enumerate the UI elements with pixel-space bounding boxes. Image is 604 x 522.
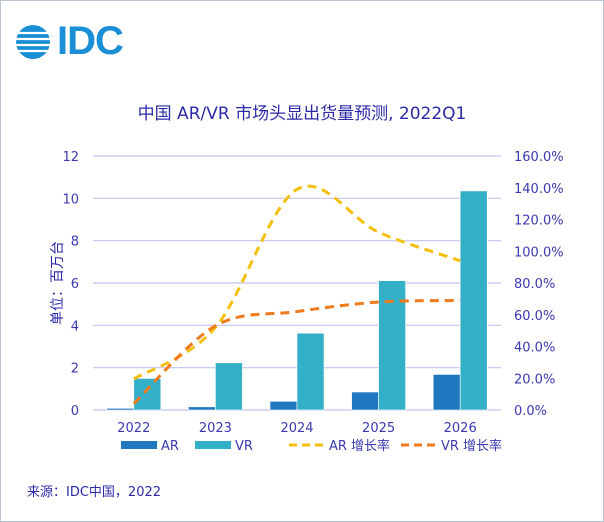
bar-ar (432, 374, 461, 411)
y2-tick-label: 160.0% (514, 150, 564, 165)
bar-ar (188, 406, 216, 411)
x-tick-label: 2024 (280, 421, 313, 436)
chart-svg: 0246810120.0%20.0%40.0%60.0%80.0%100.0%1… (62, 150, 564, 454)
x-tick-label: 2023 (199, 421, 232, 436)
y2-tick-label: 40.0% (514, 341, 555, 356)
idc-logo: IDC (15, 19, 124, 64)
y-tick-label: 6 (71, 277, 79, 292)
y-tick-label: 4 (71, 319, 79, 334)
bar-vr (459, 190, 488, 411)
bar-vr (133, 378, 162, 411)
chart-title: 中国 AR/VR 市场头显出货量预测, 2022Q1 (137, 104, 467, 124)
bar-ar (269, 401, 298, 411)
y2-tick-label: 0.0% (514, 404, 547, 419)
y-tick-label: 2 (71, 362, 79, 377)
line-ar-growth (132, 184, 461, 381)
legend-label: AR 增长率 (329, 438, 390, 454)
legend-label: VR 增长率 (441, 438, 502, 454)
legend-label: VR (235, 439, 253, 454)
line-vr-growth (132, 298, 461, 405)
y2-tick-label: 80.0% (514, 277, 555, 292)
bar-ar (351, 391, 379, 411)
bar-ar (106, 408, 135, 411)
legend-swatch (195, 441, 231, 449)
source-note: 来源：IDC中国，2022 (27, 485, 162, 500)
y2-tick-label: 120.0% (514, 214, 564, 229)
y2-tick-label: 60.0% (514, 309, 555, 324)
globe-icon (15, 24, 51, 59)
x-tick-label: 2025 (362, 421, 395, 436)
logo-text: IDC (57, 19, 124, 63)
x-tick-label: 2022 (117, 421, 150, 436)
y-tick-label: 0 (71, 404, 79, 419)
y2-tick-label: 140.0% (514, 182, 564, 197)
y2-tick-label: 20.0% (514, 372, 555, 387)
legend-label: AR (161, 439, 179, 454)
y-tick-label: 8 (71, 235, 79, 250)
x-tick-label: 2026 (444, 421, 477, 436)
bar-vr (296, 332, 325, 411)
legend-swatch (121, 441, 157, 449)
y2-tick-label: 100.0% (514, 245, 564, 260)
bar-vr (215, 362, 243, 411)
y-tick-label: 12 (62, 150, 79, 165)
y-tick-label: 10 (62, 192, 79, 207)
